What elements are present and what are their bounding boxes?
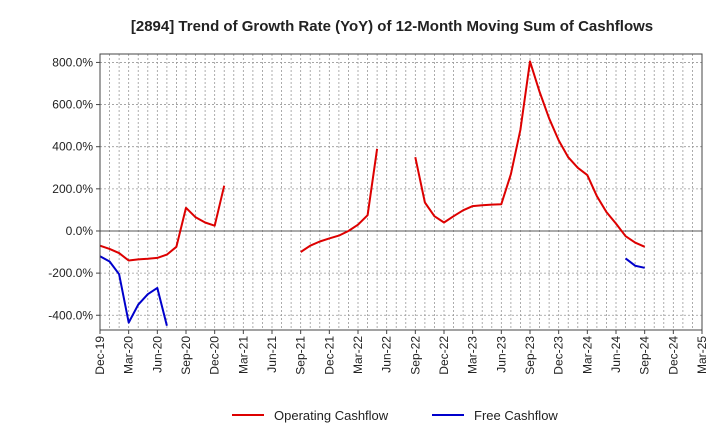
x-tick-label: Mar-24 (580, 336, 594, 374)
x-tick-label: Dec-22 (437, 336, 451, 375)
x-tick-label: Dec-21 (322, 336, 336, 375)
x-tick-label: Sep-20 (179, 336, 193, 375)
y-tick-label: 400.0% (52, 140, 93, 154)
series-line-segment-free-cashflow (99, 255, 168, 327)
y-tick-label: 0.0% (66, 224, 94, 238)
series-operating-cashflow (99, 60, 646, 262)
x-axis: Dec-19 Mar-20 Jun-20 Sep-20 Dec-20 Mar-21 Jun-… (93, 330, 709, 375)
grid-lines (99, 54, 703, 330)
x-tick-label: Dec-19 (93, 336, 107, 375)
x-tick-label: Dec-24 (666, 336, 680, 375)
series-layer (99, 60, 646, 327)
series-line-segment-operating-cashflow (414, 60, 646, 248)
legend-label-free-cashflow: Free Cashflow (474, 408, 558, 423)
x-tick-label: Jun-22 (380, 336, 394, 373)
x-tick-label: Sep-23 (523, 336, 537, 375)
legend: Operating Cashflow Free Cashflow (232, 408, 558, 423)
x-tick-label: Mar-25 (695, 336, 709, 374)
x-tick-label: Sep-21 (294, 336, 308, 375)
y-tick-label: 200.0% (52, 182, 93, 196)
series-line-segment-free-cashflow (624, 257, 645, 269)
x-tick-label: Sep-22 (408, 336, 422, 375)
y-tick-label: -200.0% (48, 266, 93, 280)
series-line-segment-operating-cashflow (300, 148, 379, 253)
x-tick-label: Mar-23 (466, 336, 480, 374)
plot-frame (99, 53, 703, 331)
x-tick-label: Dec-20 (208, 336, 222, 375)
y-tick-label: 600.0% (52, 98, 93, 112)
x-tick-label: Jun-20 (150, 336, 164, 373)
x-tick-label: Jun-21 (265, 336, 279, 373)
x-tick-label: Sep-24 (638, 336, 652, 375)
series-line-segment-operating-cashflow (99, 185, 226, 262)
series-free-cashflow (99, 255, 645, 327)
x-tick-label: Dec-23 (552, 336, 566, 375)
y-tick-label: 800.0% (52, 55, 93, 69)
x-tick-label: Jun-23 (494, 336, 508, 373)
x-tick-label: Mar-21 (236, 336, 250, 374)
y-tick-label: -400.0% (48, 308, 93, 322)
x-tick-label: Mar-22 (351, 336, 365, 374)
legend-label-operating-cashflow: Operating Cashflow (274, 408, 389, 423)
chart-title: [2894] Trend of Growth Rate (YoY) of 12-… (131, 18, 653, 35)
y-axis: -400.0% -200.0% 0.0% 200.0% 400.0% 600.0% 800.… (48, 55, 100, 322)
x-tick-label: Jun-24 (609, 336, 623, 373)
x-tick-label: Mar-20 (122, 336, 136, 374)
